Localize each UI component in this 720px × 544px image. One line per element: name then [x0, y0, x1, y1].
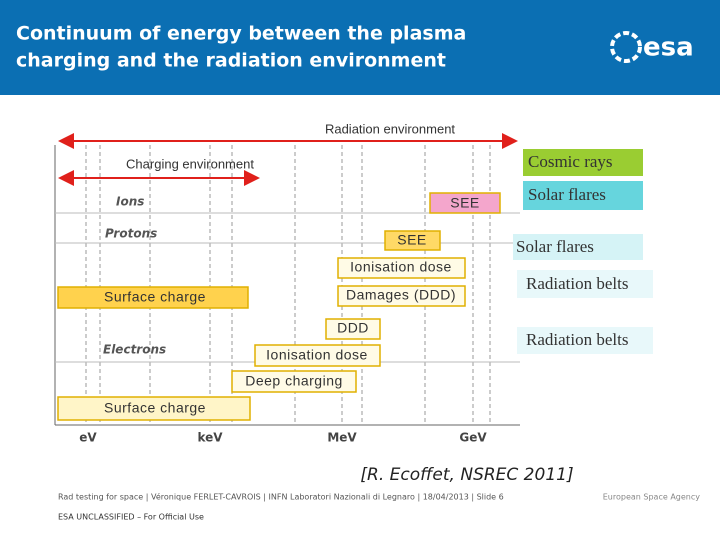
box-label: Damages (DDD) — [346, 287, 456, 303]
box — [325, 318, 381, 340]
source-label: Radiation belts — [526, 330, 628, 349]
box — [337, 257, 466, 279]
box-label: Surface charge — [104, 400, 206, 416]
row-label: Protons — [105, 227, 157, 241]
diagram: Radiation environment Charging environme… — [54, 121, 653, 445]
source-label: Solar flares — [516, 237, 594, 256]
box — [57, 396, 251, 421]
citation: [R. Ecoffet, NSREC 2011] — [360, 465, 573, 485]
axis-label: keV — [197, 431, 223, 445]
source-label: Solar flares — [528, 185, 606, 204]
box — [429, 192, 501, 214]
footer-classification: ESA UNCLASSIFIED – For Official Use — [58, 513, 204, 522]
footer-agency: European Space Agency — [603, 493, 701, 502]
box — [57, 286, 249, 309]
title-line: Continuum of energy between the plasma — [16, 23, 466, 45]
box-label: Surface charge — [104, 289, 206, 305]
axis-label: GeV — [459, 431, 487, 445]
source-box — [517, 270, 653, 298]
source-label: Cosmic rays — [528, 152, 613, 171]
title-line: charging and the radiation environment — [16, 50, 446, 72]
axis-label: eV — [79, 431, 97, 445]
box-label: SEE — [397, 232, 427, 248]
source-box — [513, 234, 643, 260]
axis-label: MeV — [327, 431, 357, 445]
box — [254, 344, 381, 367]
arrow-label: Radiation environment — [325, 121, 455, 136]
box — [337, 285, 466, 307]
source-box — [523, 181, 643, 210]
box-label: DDD — [337, 320, 369, 336]
box-label: Deep charging — [245, 373, 343, 389]
footer-line: Rad testing for space | Véronique FERLET… — [58, 492, 504, 502]
source-label: Radiation belts — [526, 274, 628, 293]
box-label: Ionisation dose — [266, 347, 368, 363]
logo-text: esa — [643, 33, 694, 63]
box — [231, 370, 357, 393]
row-label: Electrons — [103, 343, 166, 357]
box-label: SEE — [450, 195, 480, 211]
header-band — [0, 0, 720, 95]
box — [384, 230, 441, 251]
arrow-label: Charging environment — [126, 156, 254, 171]
logo-mark — [610, 31, 642, 63]
source-box — [523, 149, 643, 176]
source-box — [517, 327, 653, 354]
box-label: Ionisation dose — [350, 259, 452, 275]
row-label: Ions — [116, 195, 144, 209]
